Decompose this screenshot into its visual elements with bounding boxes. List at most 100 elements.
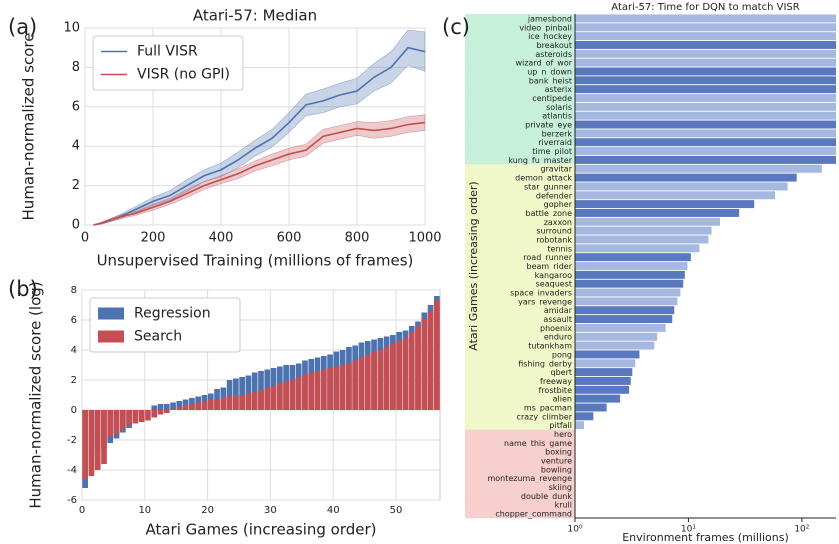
category-label: berzerk — [542, 129, 573, 138]
bar — [364, 354, 371, 410]
bar — [575, 111, 836, 120]
bar — [251, 372, 258, 410]
group-band — [465, 438, 575, 448]
category-label: tutankham — [528, 342, 572, 351]
category-label: kung_fu_master — [508, 156, 572, 165]
bar — [575, 394, 621, 403]
category-label: seaquest — [536, 280, 572, 289]
y-tick-label: 4 — [72, 139, 80, 154]
bar — [295, 377, 302, 410]
group-band — [465, 40, 575, 50]
bar — [245, 393, 252, 410]
group-band — [465, 120, 575, 130]
y-tick-label: 6 — [72, 99, 80, 114]
group-band — [465, 288, 575, 298]
panel-label: (a) — [8, 15, 37, 39]
category-label: bank_heist — [529, 76, 572, 85]
bar — [170, 408, 176, 410]
bar — [189, 404, 195, 410]
bar — [427, 311, 434, 410]
category-label: star_gunner — [524, 182, 573, 191]
category-label: demon_attack — [515, 174, 572, 183]
bar — [575, 182, 788, 191]
bar — [575, 58, 836, 67]
bar — [264, 387, 271, 410]
x-tick-label: 10¹ — [681, 525, 696, 535]
bar — [314, 371, 321, 410]
bar — [138, 410, 145, 422]
bar — [82, 410, 88, 479]
bar — [346, 363, 352, 410]
bar — [575, 306, 675, 315]
bar — [226, 396, 233, 410]
group-band — [465, 323, 575, 333]
y-tick-label: 6 — [71, 315, 77, 326]
bar — [320, 369, 327, 410]
bar — [377, 350, 384, 410]
x-axis-label: Unsupervised Training (millions of frame… — [97, 252, 414, 270]
group-band — [465, 482, 575, 492]
category-label: montezuma_revenge — [487, 474, 572, 483]
bar — [575, 412, 594, 421]
category-label: asteroids — [535, 50, 572, 59]
bar — [575, 164, 822, 173]
bar — [575, 40, 836, 49]
bar — [575, 262, 688, 270]
group-band — [465, 67, 575, 77]
group-band — [465, 456, 575, 466]
category-label: centipede — [532, 94, 572, 103]
group-band — [465, 270, 575, 280]
category-label: pong — [552, 350, 572, 359]
group-band — [465, 14, 575, 24]
group-band — [465, 164, 575, 174]
group-band — [465, 173, 575, 183]
chart-title: Atari-57: Time for DQN to match VISR — [611, 2, 799, 13]
category-label: hero — [554, 430, 572, 439]
bar — [575, 288, 681, 297]
bar — [575, 297, 678, 306]
bar — [339, 365, 346, 410]
bar — [327, 368, 333, 410]
bar — [575, 94, 836, 102]
bar — [575, 191, 776, 200]
bar — [575, 253, 691, 262]
bar — [176, 407, 183, 410]
legend-label: Regression — [134, 306, 211, 322]
panel-label: (c) — [442, 15, 470, 39]
bar — [575, 67, 836, 76]
y-tick-label: 0 — [71, 405, 77, 416]
bar — [277, 383, 283, 410]
bar — [233, 378, 239, 410]
bar — [195, 402, 202, 410]
category-label: qbert — [550, 368, 572, 377]
group-band — [465, 447, 575, 457]
legend-label: Full VISR — [137, 44, 198, 60]
category-label: assault — [543, 315, 572, 324]
category-label: venture — [541, 457, 572, 466]
group-band — [465, 235, 575, 245]
y-tick-label: 8 — [71, 285, 77, 296]
chart-title: Atari-57: Median — [193, 7, 317, 25]
bar — [575, 244, 700, 253]
category-label: breakout — [537, 41, 572, 50]
bar — [289, 380, 296, 410]
category-label: enduro — [544, 333, 572, 342]
category-label: robotank — [536, 235, 572, 244]
bar — [575, 279, 684, 288]
group-band — [465, 394, 575, 404]
bar — [575, 315, 673, 324]
bar — [145, 410, 151, 421]
bar — [575, 368, 633, 377]
category-label: crazy_climber — [517, 412, 573, 421]
group-band — [465, 332, 575, 342]
category-label: ms_pacman — [524, 403, 572, 412]
x-tick-label: 0 — [81, 231, 89, 246]
bar — [390, 344, 396, 410]
bar — [182, 405, 189, 410]
bar — [434, 300, 440, 410]
x-tick-label: 40 — [327, 505, 340, 516]
bar — [113, 410, 120, 434]
bar — [408, 332, 415, 410]
category-label: krull — [555, 501, 572, 510]
